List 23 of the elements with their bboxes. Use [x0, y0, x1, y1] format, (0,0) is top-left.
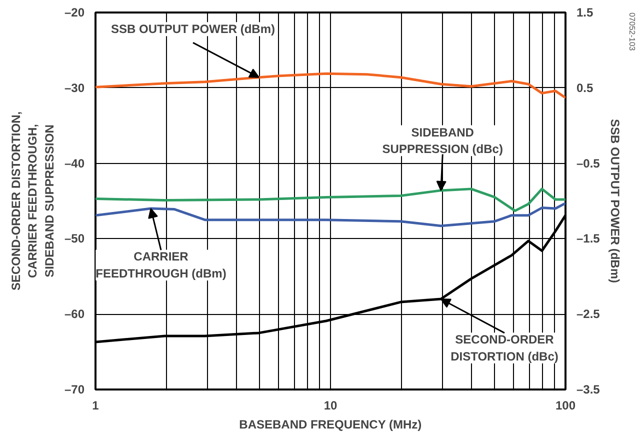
y-tick-label: –70: [64, 382, 85, 396]
y2-tick-label: –1.5: [576, 232, 600, 246]
y-tick-label: –60: [64, 307, 85, 322]
y-tick-label: –30: [64, 80, 85, 95]
y2-tick-label: 1.5: [576, 6, 594, 20]
y-tick-label: –50: [64, 232, 85, 246]
y2-tick-label: –2.5: [576, 307, 600, 322]
text: SIDEBAND SUPPRESSION (dBc): [382, 125, 503, 156]
y2-axis-title: SSB OUTPUT POWER (dBm): [608, 119, 622, 284]
y-axis-title: SECOND-ORDER DISTORTION, CARRIER FEEDTHROUGH, SIDEBAND SUPPRESSION: [8, 111, 56, 291]
y2-tick-label: –0.5: [576, 156, 600, 170]
x-tick-label: 1: [92, 398, 100, 412]
x-tick-label: 10: [324, 398, 338, 412]
text: SECOND-ORDER DISTORTION (dBc): [450, 332, 558, 364]
y2-tick-label: 0.5: [576, 80, 594, 95]
x-axis-title: BASEBAND FREQUENCY (MHz): [239, 418, 422, 432]
text: CARRIER FEEDTHROUGH (dBm): [96, 250, 226, 280]
y-tick-label: –40: [64, 156, 85, 170]
text: SSB OUTPUT POWER (dBm): [111, 22, 276, 36]
y2-tick-label: –3.5: [576, 382, 600, 396]
text: 07052-103: [628, 12, 636, 52]
y-tick-label: –20: [64, 6, 85, 20]
x-tick-label: 100: [555, 398, 576, 412]
